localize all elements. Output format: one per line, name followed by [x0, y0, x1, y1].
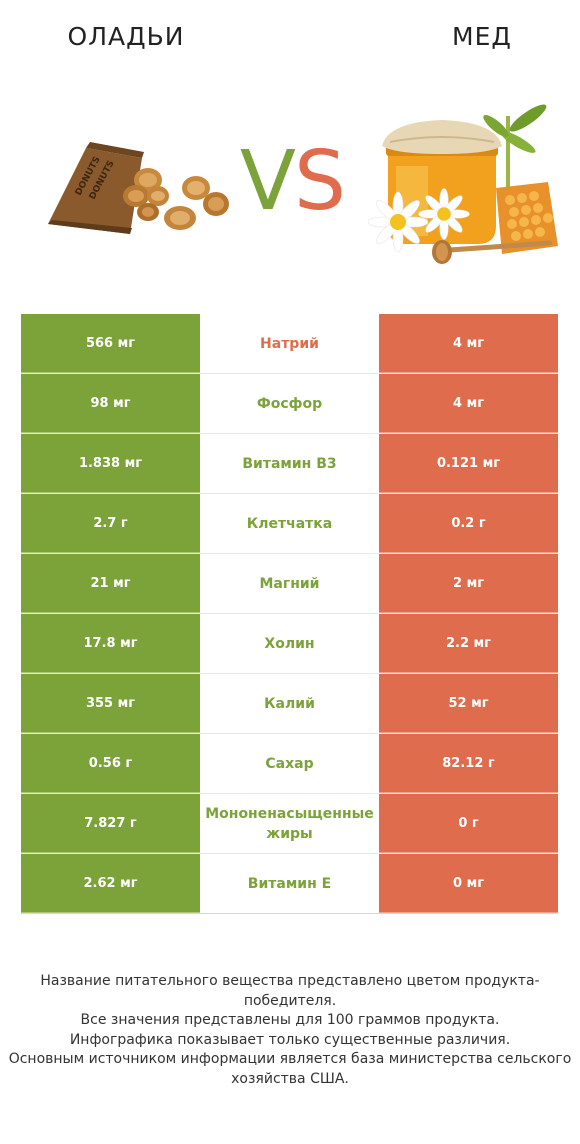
table-row: 7.827 г Мононенасыщенные жиры 0 г [21, 794, 558, 854]
right-value: 82.12 г [379, 734, 558, 793]
left-value: 17.8 мг [21, 614, 200, 673]
left-value: 566 мг [21, 314, 200, 373]
table-row: 17.8 мг Холин 2.2 мг [21, 614, 558, 674]
honeycomb-icon [496, 182, 558, 254]
table-row: 21 мг Магний 2 мг [21, 554, 558, 614]
paper-bag-icon: DONUTS DONUTS [48, 142, 144, 234]
fritters-illustration: DONUTS DONUTS [48, 142, 229, 234]
footer-line-per-100g: Все значения представлены для 100 граммо… [80, 1012, 500, 1028]
nutrient-name: Калий [200, 674, 379, 733]
left-value: 2.62 мг [21, 854, 200, 913]
left-value: 1.838 мг [21, 434, 200, 493]
bamboo-leaves-icon [483, 104, 547, 226]
versus-label: VS [222, 132, 362, 232]
left-value: 7.827 г [21, 794, 200, 853]
right-value: 4 мг [379, 314, 558, 373]
honey-dipper-icon [432, 240, 552, 264]
footer-line-significant: Инфографика показывает только существенн… [69, 1031, 511, 1048]
left-value: 21 мг [21, 554, 200, 613]
nutrient-name: Фосфор [200, 374, 379, 433]
right-value: 0 г [379, 794, 558, 853]
nutrient-name: Холин [200, 614, 379, 673]
table-row: 1.838 мг Витамин B3 0.121 мг [21, 434, 558, 494]
nutrient-name: Натрий [200, 314, 379, 373]
right-value: 0 мг [379, 854, 558, 913]
right-value: 0.2 г [379, 494, 558, 553]
nutrient-name: Витамин E [200, 854, 379, 913]
table-row: 566 мг Натрий 4 мг [21, 314, 558, 374]
right-value: 2 мг [379, 554, 558, 613]
left-value: 98 мг [21, 374, 200, 433]
footer-line-winner-color: Название питательного вещества представл… [40, 973, 540, 1009]
right-value: 4 мг [379, 374, 558, 433]
comparison-table: 566 мг Натрий 4 мг 98 мг Фосфор 4 мг 1.838 мг В… [21, 314, 558, 914]
left-value: 2.7 г [21, 494, 200, 553]
left-value: 355 мг [21, 674, 200, 733]
nutrient-name: Мононенасыщенные жиры [200, 794, 379, 853]
honey-illustration [368, 104, 558, 264]
fritter-pieces-icon [123, 168, 229, 230]
nutrient-name: Сахар [200, 734, 379, 793]
left-product-title: ОЛАДЬИ [67, 22, 185, 51]
right-value: 0.121 мг [379, 434, 558, 493]
right-value: 52 мг [379, 674, 558, 733]
footer-line-source: Основным источником информации является … [8, 1051, 572, 1087]
table-row: 355 мг Калий 52 мг [21, 674, 558, 734]
nutrient-name: Магний [200, 554, 379, 613]
nutrient-name: Клетчатка [200, 494, 379, 553]
table-row: 98 мг Фосфор 4 мг [21, 374, 558, 434]
table-row: 2.7 г Клетчатка 0.2 г [21, 494, 558, 554]
daisy-flowers-icon [368, 188, 470, 253]
vs-letter-v: V [239, 134, 296, 229]
vs-letter-s: S [294, 134, 346, 229]
right-value: 2.2 мг [379, 614, 558, 673]
footer-notes: Название питательного вещества представл… [0, 972, 580, 1089]
right-product-title: МЕД [452, 22, 512, 51]
nutrient-name: Витамин B3 [200, 434, 379, 493]
left-value: 0.56 г [21, 734, 200, 793]
table-row: 0.56 г Сахар 82.12 г [21, 734, 558, 794]
